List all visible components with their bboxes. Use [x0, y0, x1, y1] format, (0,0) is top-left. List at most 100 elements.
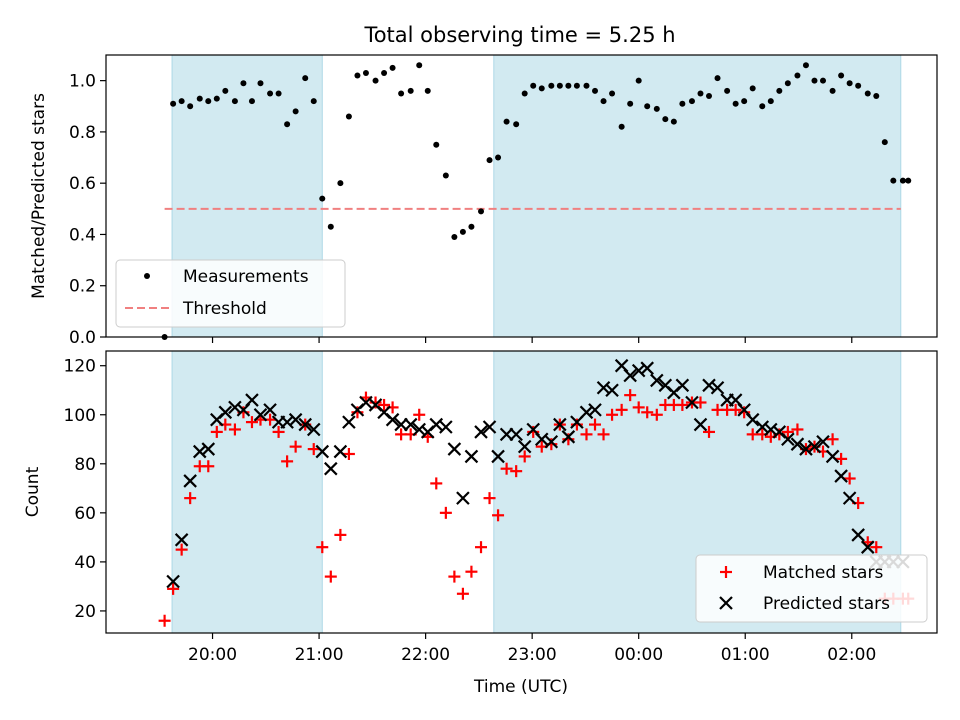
predicted-star-point	[394, 417, 408, 432]
matched-star-point	[202, 460, 215, 473]
predicted-star-point	[359, 395, 373, 410]
matched-star-point	[281, 455, 294, 468]
predicted-star-point	[412, 422, 427, 437]
measurement-point	[609, 90, 616, 97]
predicted-stars-points	[166, 358, 910, 589]
matched-star-point	[703, 425, 716, 438]
measurement-point	[302, 75, 309, 82]
top-axes-frame	[105, 54, 938, 338]
measurement-point	[592, 87, 599, 94]
matched-star-point	[676, 398, 689, 411]
predicted-star-point	[799, 442, 813, 456]
predicted-star-point	[342, 415, 356, 429]
measurement-point	[478, 208, 485, 215]
predicted-star-point	[710, 381, 725, 395]
x-tick-label: 20:00	[188, 645, 237, 665]
matched-star-point	[430, 477, 443, 490]
predicted-star-point	[596, 381, 611, 395]
measurement-point	[407, 87, 414, 94]
x-tick-label: 22:00	[401, 645, 450, 665]
x-tick-label: 02:00	[827, 645, 876, 665]
predicted-star-point	[464, 449, 479, 464]
measurement-point	[662, 116, 669, 123]
bottom-y-label: Count	[23, 466, 43, 517]
matched-star-point	[158, 614, 171, 627]
matched-star-point	[289, 440, 302, 453]
legend-measurements-marker	[144, 273, 150, 279]
predicted-star-point	[228, 400, 242, 415]
x-tick-label: 01:00	[721, 645, 770, 665]
y-tick-label: 40	[74, 553, 96, 573]
top-legend-box	[115, 259, 346, 328]
predicted-star-point	[183, 474, 197, 488]
matched-star-point	[456, 587, 469, 600]
predicted-star-point	[385, 412, 400, 427]
measurement-point	[706, 93, 713, 100]
predicted-star-point	[253, 407, 268, 422]
top-y-ticks: 0.0 0.2 0.4 0.6 0.8 1.0	[69, 72, 106, 348]
measurement-point	[416, 62, 423, 69]
legend-measurements-label: Measurements	[183, 267, 309, 287]
measurement-point	[503, 118, 510, 125]
measurement-point	[486, 157, 493, 164]
matched-star-point	[448, 570, 461, 583]
measurement-point	[794, 72, 801, 79]
y-tick-label: 120	[64, 357, 96, 377]
matched-star-point	[210, 425, 223, 438]
measurement-point	[240, 80, 247, 87]
measurement-point	[213, 95, 220, 102]
matched-star-point	[483, 492, 496, 505]
measurement-point	[231, 98, 238, 105]
predicted-star-point	[218, 405, 233, 420]
predicted-star-point	[333, 444, 348, 459]
measurement-point	[573, 82, 580, 89]
x-tick-label: 00:00	[614, 645, 663, 665]
measurement-point	[635, 77, 642, 84]
measurement-point	[741, 98, 748, 105]
measurement-point	[899, 177, 906, 184]
predicted-star-point	[745, 412, 760, 427]
measurement-point	[820, 77, 827, 84]
predicted-star-point	[482, 420, 497, 434]
measurement-point	[398, 90, 405, 97]
measurement-point	[811, 77, 818, 84]
predicted-star-point	[298, 417, 313, 432]
measurement-point	[905, 177, 912, 184]
measurement-point	[556, 82, 563, 89]
top-y-label: Matched/Predicted stars	[29, 93, 49, 299]
matched-star-point	[781, 425, 794, 438]
matched-star-point	[492, 509, 505, 522]
x-tick-label: 23:00	[508, 645, 557, 665]
matched-star-point	[694, 396, 707, 409]
top-panel: 0.0 0.2 0.4 0.6 0.8 1.0 Matched/Predicted sta…	[29, 54, 938, 348]
predicted-star-point	[825, 449, 840, 464]
predicted-star-point	[685, 395, 699, 410]
measurement-point	[802, 62, 809, 69]
y-tick-label: 100	[64, 406, 96, 426]
predicted-star-point	[517, 439, 532, 454]
measurement-point	[222, 87, 229, 94]
measurement-point	[205, 98, 212, 105]
bottom-legend-box	[695, 554, 928, 623]
x-axis-label: Time (UTC)	[473, 677, 568, 697]
matched-star-point	[307, 443, 320, 456]
measurement-point	[583, 82, 590, 89]
predicted-star-point	[544, 434, 559, 449]
predicted-star-point	[439, 420, 453, 434]
top-legend: Measurements Threshold	[115, 259, 346, 328]
y-tick-label: 0.6	[69, 174, 96, 194]
predicted-star-point	[315, 444, 330, 459]
matched-star-point	[228, 423, 241, 436]
predicted-star-point	[640, 361, 654, 375]
predicted-star-point	[650, 373, 664, 388]
measurement-point	[267, 90, 274, 97]
predicted-star-point	[324, 461, 338, 476]
measurement-point	[170, 100, 177, 107]
legend-threshold-label: Threshold	[182, 299, 267, 319]
matched-star-point	[334, 528, 347, 541]
matched-star-point	[843, 472, 856, 485]
measurement-point	[714, 75, 721, 82]
measurement-point	[459, 228, 466, 235]
predicted-star-point	[675, 378, 690, 393]
